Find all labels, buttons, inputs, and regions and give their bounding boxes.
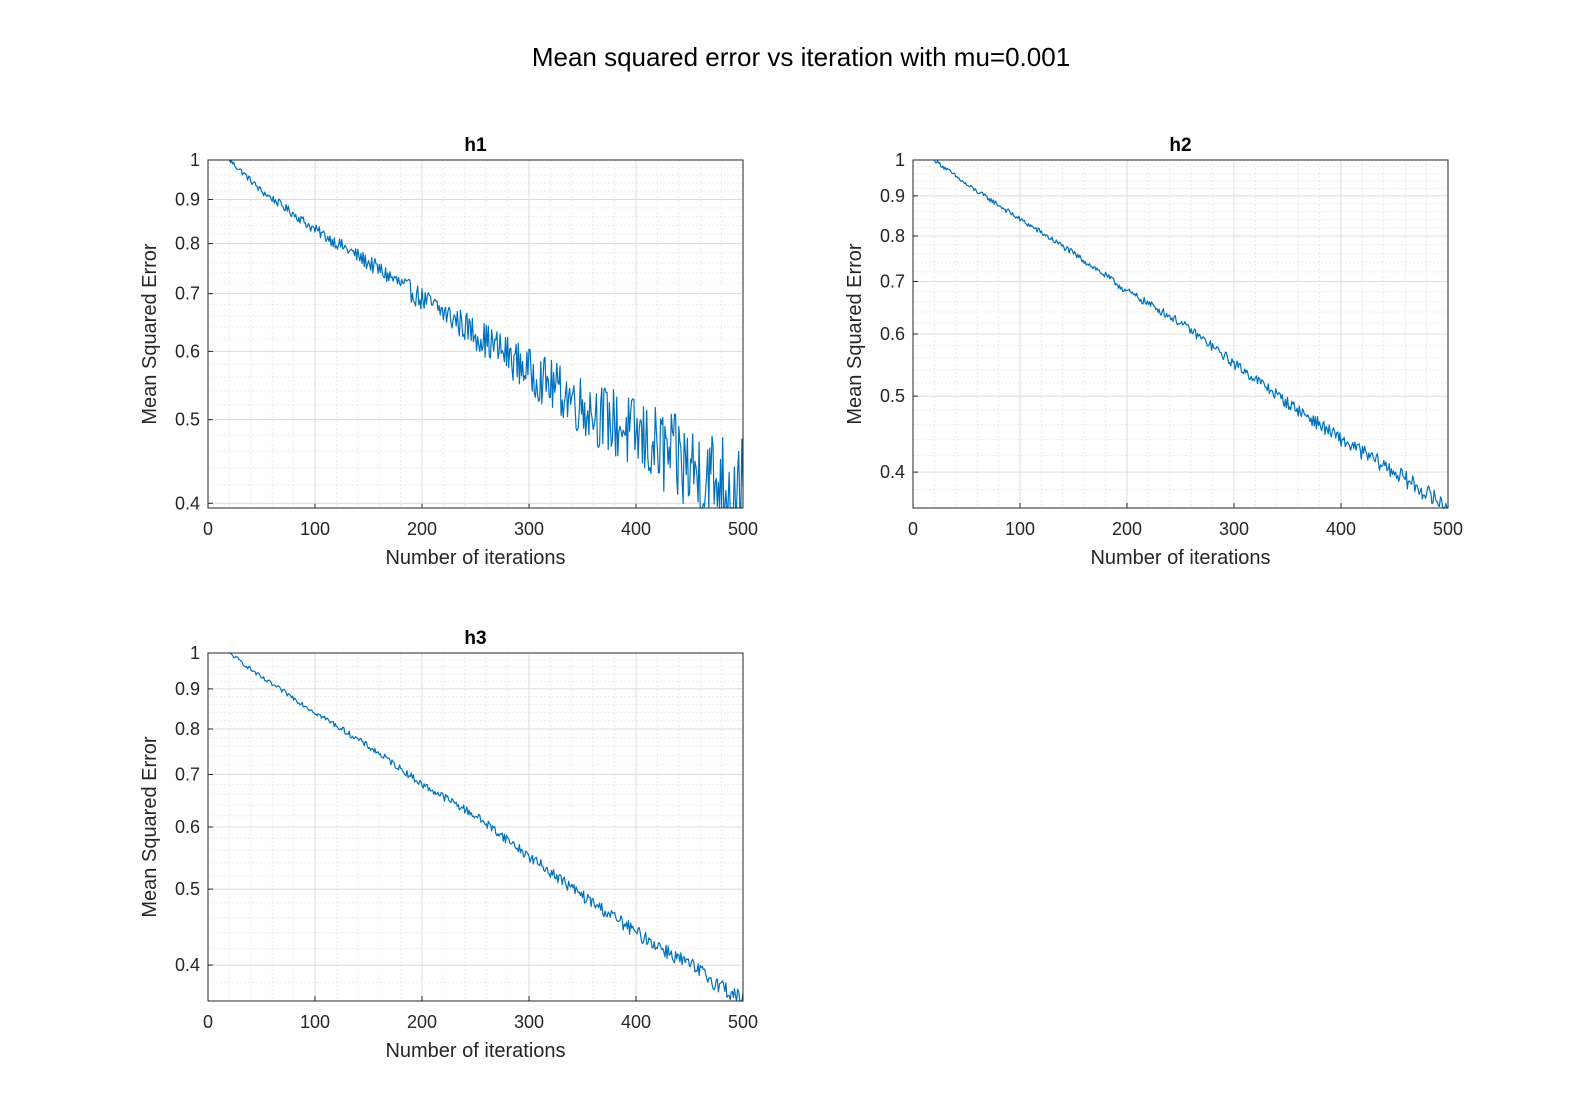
y-tick-label: 0.7	[175, 764, 200, 784]
subplot-h2: 0 100 200 300 400 500 0.4 0.5 0.6 0.7 0.8 0.9 1 h2 Num…	[844, 135, 1463, 569]
y-tick-label: 1	[895, 150, 905, 170]
x-tick-label: 300	[1219, 519, 1249, 539]
y-tick-label: 0.5	[175, 879, 200, 899]
series-line-h3	[229, 652, 744, 1002]
y-tick-label: 0.9	[175, 189, 200, 209]
y-tick-label: 0.9	[880, 186, 905, 206]
y-tick-label: 0.7	[175, 284, 200, 304]
x-tick-label: 500	[1433, 519, 1463, 539]
x-axis-label: Number of iterations	[385, 1040, 565, 1062]
y-tick-label: 0.4	[175, 955, 200, 975]
y-tick-label: 0.4	[880, 462, 905, 482]
series-line-h2	[933, 159, 1448, 509]
x-tick-label: 400	[1326, 519, 1356, 539]
x-axis-label: Number of iterations	[385, 547, 565, 569]
y-tick-label: 0.6	[880, 324, 905, 344]
y-tick-label: 0.7	[880, 271, 905, 291]
x-tick-label: 200	[1112, 519, 1142, 539]
y-tick-label: 0.6	[175, 817, 200, 837]
x-tick-label: 200	[407, 519, 437, 539]
axes-box	[912, 159, 1449, 509]
subplot-title: h1	[464, 135, 487, 156]
subplots: 0 100 200 300 400 5000.40.50.60.70.80.91h1Num…	[139, 135, 1463, 1062]
y-tick-label: 0.4	[175, 493, 200, 513]
x-tick-label: 100	[1005, 519, 1035, 539]
y-axis-label: Mean Squared Error	[844, 243, 866, 425]
x-tick-label: 100	[300, 519, 330, 539]
x-tick-label: 300	[514, 1012, 544, 1032]
subplot-h1: 0 100 200 300 400 500 0.4 0.5 0.6 0.7 0.8 0.9 1 h1 Num…	[139, 135, 758, 569]
subplot-title: h2	[1169, 135, 1191, 156]
y-tick-label: 0.9	[175, 679, 200, 699]
series-line-h1	[228, 159, 744, 509]
y-tick-label: 0.5	[880, 386, 905, 406]
x-tick-label: 400	[621, 1012, 651, 1032]
y-tick-label: 0.8	[175, 234, 200, 254]
subplot-title: h3	[464, 628, 486, 649]
y-tick-label: 0.8	[175, 719, 200, 739]
x-tick-label: 200	[407, 1012, 437, 1032]
y-tick-label: 0.5	[175, 410, 200, 430]
y-axis-label: Mean Squared Error	[139, 243, 161, 425]
subplot-h3: 0 100 200 300 400 500 0.4 0.5 0.6 0.7 0.8 0.9 1 h3 Num…	[139, 628, 758, 1062]
axes-box	[207, 159, 744, 509]
x-tick-label: 0	[908, 519, 918, 539]
y-axis-label: Mean Squared Error	[139, 736, 161, 918]
x-tick-label: 500	[728, 519, 758, 539]
x-tick-label: 300	[514, 519, 544, 539]
x-tick-label: 500	[728, 1012, 758, 1032]
y-tick-label: 1	[190, 150, 200, 170]
x-tick-label: 100	[300, 1012, 330, 1032]
y-tick-label: 1	[190, 643, 200, 663]
x-tick-label: 400	[621, 519, 651, 539]
x-axis-label: Number of iterations	[1090, 547, 1270, 569]
x-tick-label: 0	[203, 1012, 213, 1032]
x-tick-label: 0	[203, 519, 213, 539]
axes-box	[207, 652, 744, 1002]
y-tick-label: 0.6	[175, 341, 200, 361]
figure-title: Mean squared error vs iteration with mu=…	[532, 42, 1070, 72]
y-tick-label: 0.8	[880, 226, 905, 246]
